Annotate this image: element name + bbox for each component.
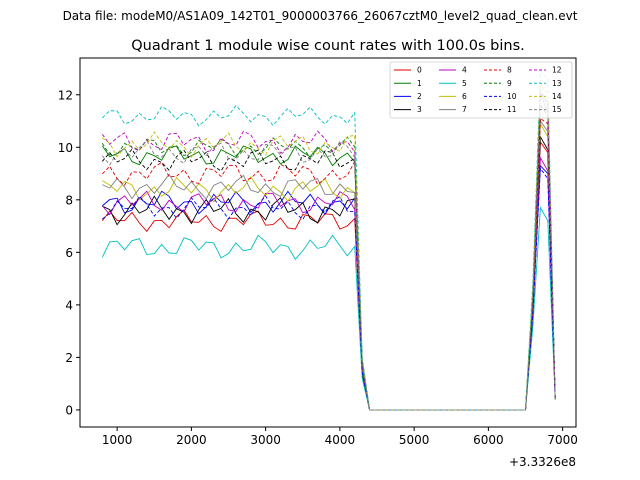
- y-tick-label: 8: [65, 193, 73, 207]
- axes-spines: [79, 57, 577, 428]
- x-tick-label: 4000: [325, 433, 356, 447]
- legend-label-7: 7: [462, 105, 467, 114]
- legend-label-8: 8: [507, 66, 512, 75]
- x-tick-label: 6000: [473, 433, 504, 447]
- series-line-9: [101, 89, 556, 411]
- axes-frame: [79, 57, 577, 428]
- x-tick-label: 5000: [399, 433, 430, 447]
- y-axis: 0 2 4 6 8 10 12: [58, 88, 80, 417]
- legend-label-0: 0: [417, 66, 422, 75]
- figure-suptitle: Data file: modeM0/AS1A09_142T01_90000037…: [63, 9, 578, 23]
- y-tick-label: 0: [65, 403, 73, 417]
- x-offset-label: +3.3326e8: [509, 455, 576, 469]
- legend-label-13: 13: [552, 79, 562, 88]
- x-tick-label: 3000: [250, 433, 281, 447]
- series-line-14: [102, 82, 556, 411]
- legend-label-15: 15: [552, 105, 562, 114]
- y-tick-label: 2: [65, 351, 73, 365]
- series-line-12: [101, 90, 556, 411]
- legend-label-3: 3: [417, 105, 422, 114]
- x-axis: 1000 2000 3000 4000 5000 6000 7000: [102, 427, 578, 447]
- chart-title: Quadrant 1 module wise count rates with …: [131, 38, 525, 54]
- series-line-15: [101, 94, 556, 411]
- legend-label-1: 1: [417, 79, 422, 88]
- legend-label-12: 12: [552, 66, 562, 75]
- y-tick-label: 10: [58, 141, 73, 155]
- legend-label-11: 11: [507, 105, 517, 114]
- plot-lines: [101, 70, 556, 411]
- y-tick-label: 12: [58, 88, 73, 102]
- legend-box: [389, 61, 573, 119]
- legend-label-14: 14: [552, 92, 562, 101]
- x-tick-label: 1000: [102, 433, 133, 447]
- x-tick-label: 7000: [547, 433, 578, 447]
- legend-label-6: 6: [462, 92, 467, 101]
- legend-label-9: 9: [507, 79, 512, 88]
- series-line-13: [101, 70, 556, 411]
- legend-label-5: 5: [462, 79, 467, 88]
- x-tick-label: 2000: [176, 433, 207, 447]
- series-line-5: [101, 206, 556, 411]
- series-line-7: [102, 119, 556, 411]
- legend-label-4: 4: [462, 66, 467, 75]
- y-tick-label: 4: [65, 298, 73, 312]
- legend-label-10: 10: [507, 92, 517, 101]
- series-line-10: [102, 166, 556, 411]
- y-tick-label: 6: [65, 246, 73, 260]
- legend-label-2: 2: [417, 92, 422, 101]
